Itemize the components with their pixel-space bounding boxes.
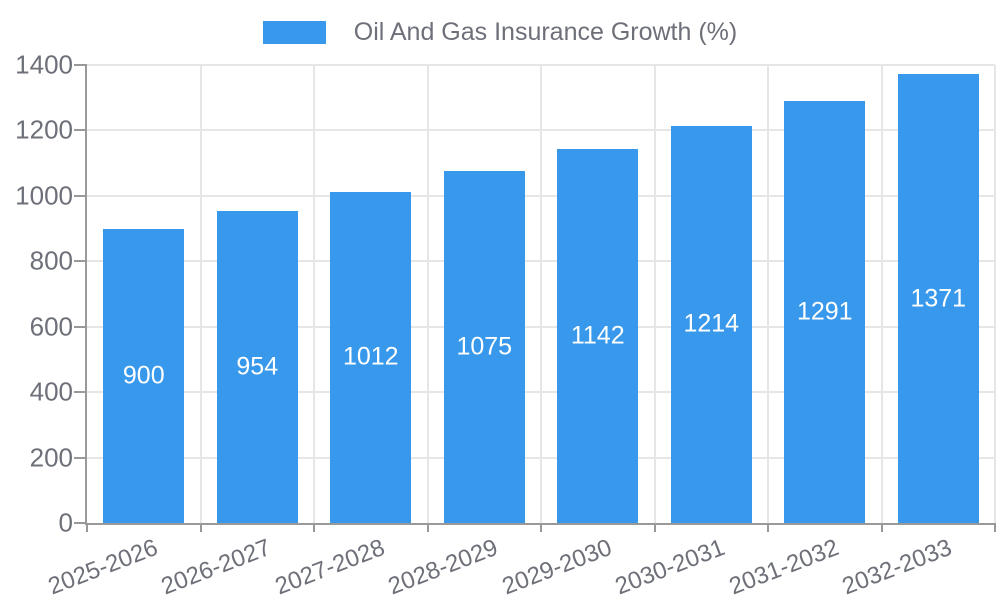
x-tick-label: 2026-2027 bbox=[158, 534, 275, 600]
bar-value-label: 900 bbox=[122, 361, 165, 390]
x-tick-label: 2027-2028 bbox=[271, 534, 389, 600]
y-tick bbox=[74, 194, 87, 197]
x-tick bbox=[540, 523, 542, 532]
grid-line-v bbox=[540, 65, 542, 523]
bar-value-label: 1075 bbox=[456, 332, 513, 361]
x-tick bbox=[313, 523, 315, 532]
bar-value-label: 1371 bbox=[910, 284, 967, 313]
x-tick-label: 2028-2029 bbox=[385, 534, 502, 600]
y-tick bbox=[74, 522, 87, 524]
y-tick-label: 0 bbox=[58, 507, 73, 538]
bar[interactable] bbox=[330, 191, 412, 523]
x-tick bbox=[880, 523, 883, 532]
grid-line-v bbox=[767, 65, 769, 523]
y-tick-label: 800 bbox=[29, 245, 73, 276]
y-tick-label: 200 bbox=[29, 442, 73, 473]
grid-line-v bbox=[426, 65, 429, 523]
grid-line-v bbox=[653, 65, 656, 523]
grid-line-v bbox=[199, 65, 202, 523]
bar-value-label: 954 bbox=[236, 352, 279, 381]
grid-line-v bbox=[880, 65, 883, 523]
y-tick-label: 1400 bbox=[15, 49, 73, 80]
x-tick-label: 2025-2026 bbox=[44, 534, 162, 600]
y-tick bbox=[74, 325, 87, 328]
grid-line-v bbox=[994, 65, 996, 523]
y-tick-label: 600 bbox=[29, 311, 73, 342]
bar-value-label: 1012 bbox=[342, 342, 399, 371]
x-tick bbox=[994, 523, 996, 532]
x-tick-label: 2029-2030 bbox=[498, 534, 616, 600]
y-tick bbox=[74, 64, 87, 66]
y-tick-label: 1000 bbox=[15, 180, 73, 211]
legend-label[interactable]: Oil And Gas Insurance Growth (%) bbox=[353, 18, 738, 46]
x-tick-label: 2031-2032 bbox=[725, 534, 843, 600]
bar-value-label: 1142 bbox=[570, 321, 625, 350]
x-axis-line bbox=[85, 523, 995, 525]
x-tick bbox=[199, 523, 202, 532]
bar[interactable] bbox=[216, 210, 298, 523]
bar[interactable] bbox=[557, 149, 639, 523]
y-tick-label: 1200 bbox=[15, 114, 73, 145]
x-tick bbox=[767, 523, 769, 532]
grid-line-v bbox=[313, 65, 315, 523]
x-tick bbox=[653, 523, 656, 532]
legend[interactable]: Oil And Gas Insurance Growth (%) bbox=[0, 19, 1000, 45]
y-tick-label: 400 bbox=[29, 376, 73, 407]
bar[interactable] bbox=[897, 74, 979, 523]
bar[interactable] bbox=[784, 100, 866, 523]
bar[interactable] bbox=[670, 125, 752, 523]
bar[interactable] bbox=[443, 171, 525, 523]
y-tick bbox=[74, 456, 87, 459]
y-tick bbox=[74, 129, 87, 132]
bar-value-label: 1291 bbox=[796, 297, 853, 326]
x-tick-label: 2030-2031 bbox=[612, 534, 729, 600]
legend-swatch[interactable] bbox=[262, 20, 326, 44]
y-tick bbox=[74, 260, 87, 263]
y-tick bbox=[74, 391, 87, 394]
bar[interactable] bbox=[103, 228, 185, 523]
bar-value-label: 1214 bbox=[683, 309, 740, 338]
x-tick-label: 2032-2033 bbox=[839, 534, 956, 600]
y-axis-line bbox=[85, 65, 87, 525]
x-tick bbox=[426, 523, 429, 532]
x-tick bbox=[86, 523, 88, 532]
